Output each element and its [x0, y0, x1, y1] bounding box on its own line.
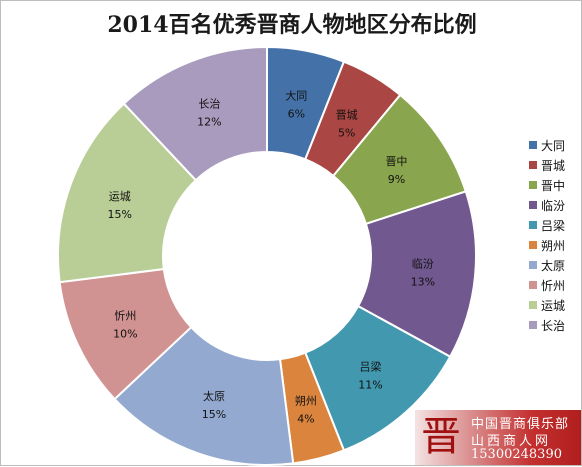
legend-item: 吕梁 [529, 215, 581, 235]
slice-percent-label: 12% [197, 115, 221, 128]
legend-label: 大同 [541, 138, 566, 153]
legend-label: 吕梁 [541, 218, 566, 233]
legend-swatch [529, 261, 537, 269]
legend-swatch [529, 181, 537, 189]
slice-percent-label: 15% [202, 408, 226, 421]
legend-label: 朔州 [541, 238, 566, 253]
slice-category-label: 晋中 [385, 155, 407, 168]
donut-slice-3 [356, 190, 477, 359]
slice-category-label: 朔州 [295, 395, 317, 408]
legend-item: 晋中 [529, 175, 581, 195]
watermark-club-name: 中国晋商俱乐部 [471, 417, 570, 432]
slice-category-label: 大同 [285, 88, 307, 102]
legend-item: 大同 [529, 135, 581, 155]
legend-swatch [529, 161, 537, 169]
legend-swatch [529, 201, 537, 209]
slice-category-label: 忻州 [114, 310, 136, 323]
legend-item: 太原 [529, 255, 581, 275]
watermark-phone: 15300248390 [471, 447, 562, 462]
legend-item: 晋城 [529, 155, 581, 175]
legend-item: 运城 [529, 295, 581, 315]
legend-label: 晋城 [541, 158, 566, 173]
donut-slice-8 [57, 102, 198, 284]
legend-swatch [529, 321, 537, 329]
slice-percent-label: 5% [338, 126, 355, 139]
slice-category-label: 晋城 [336, 108, 358, 121]
slice-category-label: 临汾 [412, 257, 434, 271]
slice-percent-label: 9% [388, 173, 405, 186]
legend-item: 朔州 [529, 235, 581, 255]
watermark: 晋 中国晋商俱乐部 山西商人网 15300248390 [415, 410, 581, 465]
slice-category-label: 长治 [198, 96, 220, 110]
slice-category-label: 运城 [109, 190, 131, 203]
legend-item: 临汾 [529, 195, 581, 215]
slice-percent-label: 6% [288, 107, 305, 120]
slice-percent-label: 4% [297, 413, 314, 426]
legend: 大同晋城晋中临汾吕梁朔州太原忻州运城长治 [529, 135, 581, 335]
legend-label: 运城 [541, 298, 566, 313]
legend-item: 长治 [529, 315, 581, 335]
legend-label: 临汾 [541, 198, 566, 213]
legend-label: 晋中 [541, 178, 566, 193]
legend-label: 长治 [541, 318, 566, 333]
watermark-logo: 晋 [421, 414, 461, 460]
legend-label: 太原 [541, 258, 566, 273]
donut-slice-6 [113, 325, 295, 466]
slice-percent-label: 15% [108, 208, 132, 221]
watermark-site-name: 山西商人网 [471, 434, 552, 449]
legend-item: 忻州 [529, 275, 581, 295]
legend-swatch [529, 281, 537, 289]
legend-swatch [529, 141, 537, 149]
legend-label: 忻州 [541, 278, 566, 293]
slice-category-label: 太原 [203, 390, 225, 403]
legend-swatch [529, 241, 537, 249]
legend-swatch [529, 221, 537, 229]
slice-percent-label: 10% [113, 328, 137, 341]
slice-percent-label: 11% [358, 378, 382, 391]
chart-title: 2014百名优秀晋商人物地区分布比例 [107, 12, 477, 38]
donut-slice-9 [122, 45, 268, 182]
slice-category-label: 吕梁 [359, 359, 381, 373]
legend-swatch [529, 301, 537, 309]
slice-percent-label: 13% [411, 276, 435, 289]
